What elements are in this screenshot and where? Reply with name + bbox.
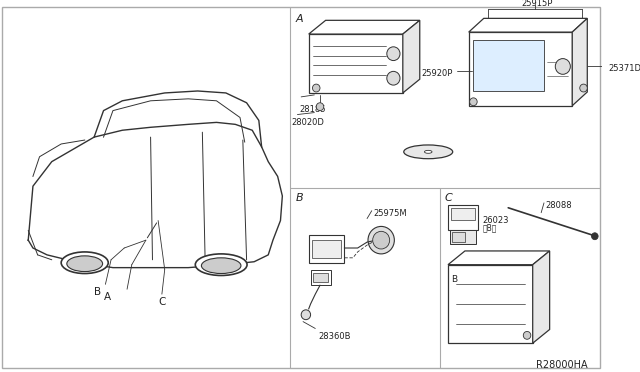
Polygon shape — [28, 122, 282, 267]
Text: R28000HA: R28000HA — [536, 360, 588, 370]
Text: A: A — [104, 292, 111, 302]
Circle shape — [301, 310, 310, 320]
Text: B: B — [94, 287, 101, 297]
Circle shape — [387, 71, 400, 85]
Text: 25371D: 25371D — [608, 64, 640, 74]
Polygon shape — [572, 18, 588, 106]
Polygon shape — [94, 91, 262, 147]
Bar — [468, 32, 572, 106]
Text: C: C — [444, 193, 452, 203]
Bar — [448, 205, 478, 230]
Text: 28020D: 28020D — [292, 118, 324, 128]
Circle shape — [316, 103, 324, 110]
Circle shape — [470, 98, 477, 106]
Ellipse shape — [404, 145, 452, 159]
Text: 28185: 28185 — [300, 105, 326, 114]
Circle shape — [591, 233, 598, 240]
Polygon shape — [448, 251, 550, 265]
Bar — [314, 273, 328, 282]
Ellipse shape — [195, 254, 247, 276]
Bar — [448, 265, 532, 343]
Bar — [452, 232, 465, 242]
Text: 28088: 28088 — [545, 201, 572, 210]
Text: C: C — [158, 297, 166, 307]
Bar — [312, 240, 340, 258]
Text: 25920P: 25920P — [422, 70, 453, 78]
Text: 26023: 26023 — [483, 216, 509, 225]
Text: 25915P: 25915P — [522, 0, 553, 8]
Circle shape — [312, 84, 320, 92]
Text: 25975M: 25975M — [374, 209, 407, 218]
Text: B: B — [451, 275, 457, 283]
Text: 〈B〉: 〈B〉 — [483, 224, 497, 232]
Circle shape — [524, 331, 531, 339]
Bar — [310, 270, 332, 285]
Bar — [308, 34, 403, 93]
Ellipse shape — [368, 227, 394, 254]
Polygon shape — [403, 20, 420, 93]
Ellipse shape — [424, 150, 432, 153]
Text: A: A — [296, 15, 303, 25]
Ellipse shape — [67, 256, 102, 272]
Ellipse shape — [202, 258, 241, 273]
Text: B: B — [296, 193, 303, 203]
Bar — [308, 235, 344, 263]
Circle shape — [387, 47, 400, 61]
Circle shape — [580, 84, 588, 92]
Ellipse shape — [372, 231, 390, 249]
Bar — [474, 40, 544, 91]
Polygon shape — [532, 251, 550, 343]
Polygon shape — [308, 20, 420, 34]
Polygon shape — [468, 18, 588, 32]
Ellipse shape — [61, 252, 108, 273]
Bar — [451, 208, 476, 219]
Bar — [450, 230, 476, 244]
Text: 28360B: 28360B — [318, 333, 351, 341]
Circle shape — [556, 59, 570, 74]
